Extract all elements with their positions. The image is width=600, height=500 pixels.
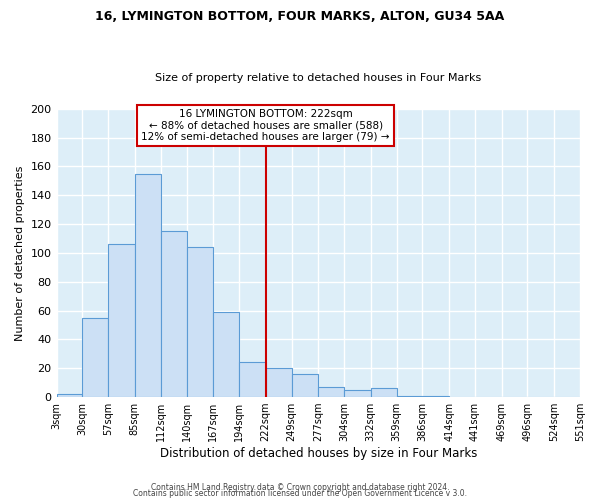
Bar: [135, 174, 161, 397]
Bar: [187, 247, 213, 397]
Y-axis label: Number of detached properties: Number of detached properties: [15, 165, 25, 340]
Bar: [239, 362, 266, 397]
Bar: [266, 368, 292, 397]
Bar: [56, 394, 82, 397]
Text: 16, LYMINGTON BOTTOM, FOUR MARKS, ALTON, GU34 5AA: 16, LYMINGTON BOTTOM, FOUR MARKS, ALTON,…: [95, 10, 505, 23]
Bar: [397, 396, 422, 397]
Text: Contains public sector information licensed under the Open Government Licence v : Contains public sector information licen…: [133, 490, 467, 498]
Title: Size of property relative to detached houses in Four Marks: Size of property relative to detached ho…: [155, 73, 481, 83]
Bar: [292, 374, 318, 397]
Bar: [422, 396, 449, 397]
Bar: [318, 387, 344, 397]
Bar: [82, 318, 108, 397]
Text: 16 LYMINGTON BOTTOM: 222sqm
← 88% of detached houses are smaller (588)
12% of se: 16 LYMINGTON BOTTOM: 222sqm ← 88% of det…: [142, 109, 390, 142]
X-axis label: Distribution of detached houses by size in Four Marks: Distribution of detached houses by size …: [160, 447, 477, 460]
Bar: [371, 388, 397, 397]
Bar: [344, 390, 371, 397]
Bar: [213, 312, 239, 397]
Text: Contains HM Land Registry data © Crown copyright and database right 2024.: Contains HM Land Registry data © Crown c…: [151, 484, 449, 492]
Bar: [108, 244, 135, 397]
Bar: [161, 232, 187, 397]
